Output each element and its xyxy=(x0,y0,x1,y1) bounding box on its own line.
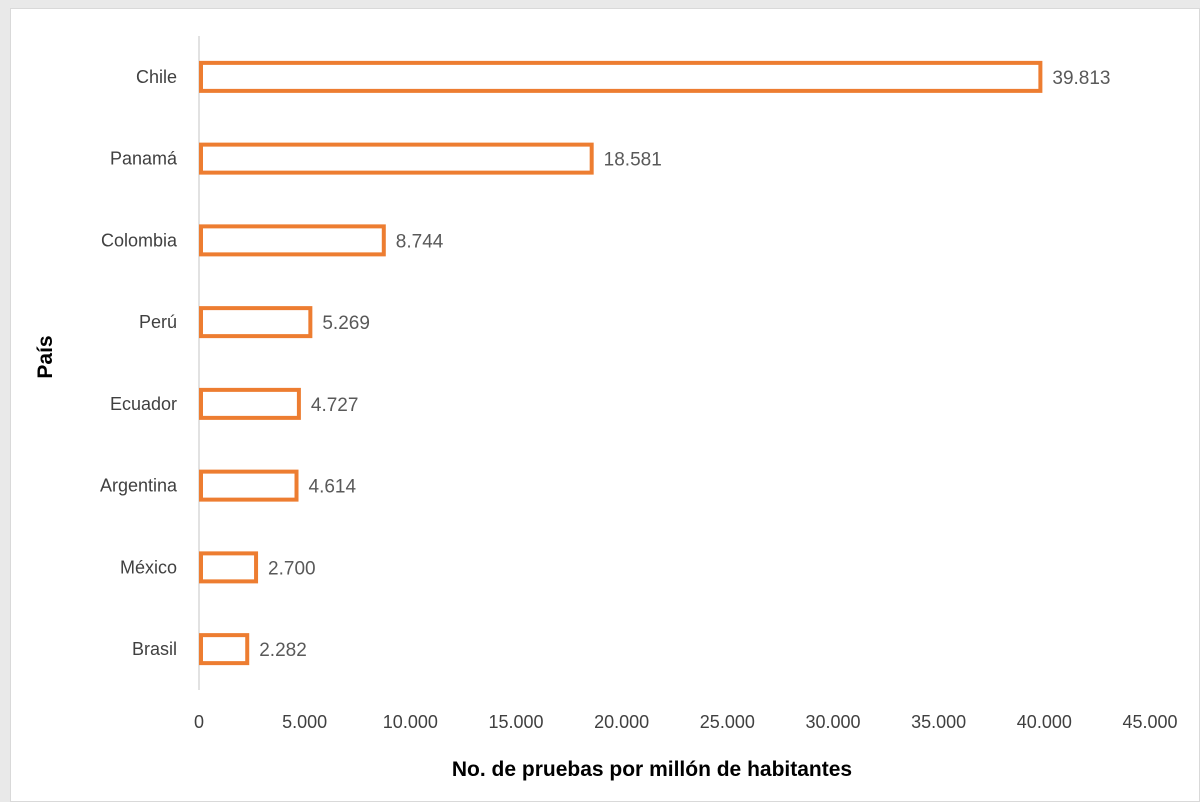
x-axis-title: No. de pruebas por millón de habitantes xyxy=(452,758,852,781)
data-labels: 39.813 18.581 8.744 5.269 4.727 4.614 2.700 2.2… xyxy=(259,68,1110,661)
bar-3 xyxy=(199,306,313,339)
x-tick-label: 15.000 xyxy=(488,712,543,732)
category-labels: Chile Panamá Colombia Perú Ecuador Argentina M… xyxy=(100,67,178,659)
x-tick-label: 25.000 xyxy=(700,712,755,732)
category-label: Ecuador xyxy=(110,394,177,414)
y-axis-title: País xyxy=(34,335,57,378)
x-tick-label: 5.000 xyxy=(282,712,327,732)
bar-2 xyxy=(199,224,386,257)
bar-1 xyxy=(199,142,594,175)
bar-4 xyxy=(199,387,301,420)
x-tick-label: 10.000 xyxy=(383,712,438,732)
data-label: 2.700 xyxy=(268,558,316,579)
category-label: Panamá xyxy=(110,149,178,169)
category-label: Argentina xyxy=(100,476,178,496)
bar-7 xyxy=(199,633,250,666)
category-label: Colombia xyxy=(101,230,178,250)
data-label: 4.727 xyxy=(311,395,359,416)
category-label: México xyxy=(120,557,177,577)
x-tick-label: 40.000 xyxy=(1017,712,1072,732)
x-tick-label: 30.000 xyxy=(805,712,860,732)
data-label: 8.744 xyxy=(396,231,444,252)
data-label: 39.813 xyxy=(1052,68,1110,89)
bar-0 xyxy=(199,60,1043,93)
bars xyxy=(199,60,1043,666)
x-tick-label: 45.000 xyxy=(1122,712,1177,732)
data-label: 18.581 xyxy=(604,150,662,171)
x-tick-labels: 0 5.000 10.000 15.000 20.000 25.000 30.000 35.0… xyxy=(194,712,1178,732)
x-tick-label: 35.000 xyxy=(911,712,966,732)
bar-5 xyxy=(199,469,299,502)
data-label: 5.269 xyxy=(322,313,370,334)
bar-6 xyxy=(199,551,259,584)
data-label: 2.282 xyxy=(259,640,307,661)
data-label: 4.614 xyxy=(309,477,357,498)
category-label: Brasil xyxy=(132,639,177,659)
x-tick-label: 0 xyxy=(194,712,204,732)
category-label: Chile xyxy=(136,67,177,87)
category-label: Perú xyxy=(139,312,177,332)
x-tick-label: 20.000 xyxy=(594,712,649,732)
